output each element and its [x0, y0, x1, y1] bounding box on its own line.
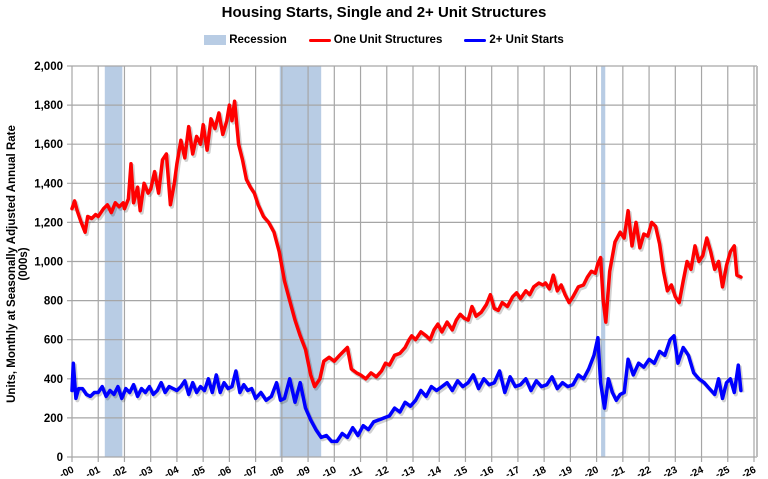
- legend: Recession One Unit Structures 2+ Unit St…: [0, 34, 768, 46]
- legend-label-one-unit: One Unit Structures: [333, 34, 443, 46]
- x-tick-label: -02: [111, 465, 129, 479]
- x-tick-label: -19: [556, 465, 574, 479]
- x-tick-label: -12: [373, 465, 391, 479]
- x-tick-label: -22: [635, 465, 653, 479]
- x-tick-label: -25: [714, 465, 732, 479]
- legend-swatch-multi-unit: [464, 38, 487, 42]
- x-tick-label: -11: [347, 465, 365, 479]
- y-tick-label: 200: [44, 413, 63, 425]
- x-tick-label: -14: [425, 465, 443, 479]
- legend-item-recession: Recession: [204, 34, 287, 46]
- x-tick-label: -04: [163, 465, 181, 479]
- y-tick-label: 2,000: [34, 61, 63, 73]
- y-tick-label: 1,200: [34, 217, 63, 229]
- x-tick-label: -08: [268, 465, 286, 479]
- y-tick-label: 1,800: [34, 100, 63, 112]
- legend-label-multi-unit: 2+ Unit Starts: [489, 34, 564, 46]
- x-tick-label: -13: [399, 465, 417, 479]
- x-tick-label: -17: [504, 465, 522, 479]
- x-tick-label: -23: [661, 465, 679, 479]
- x-tick-label: -21: [609, 465, 627, 479]
- x-tick-label: -03: [137, 465, 155, 479]
- y-tick-label: 0: [57, 452, 63, 464]
- y-tick-label: 1,600: [34, 139, 63, 151]
- legend-item-multi-unit: 2+ Unit Starts: [464, 34, 564, 46]
- x-tick-label: -15: [452, 465, 470, 479]
- x-tick-label: -00: [58, 465, 76, 479]
- x-tick-label: -16: [478, 465, 496, 479]
- y-tick-label: 400: [44, 374, 63, 386]
- series-one-unit-line: [70, 99, 743, 389]
- series-multi-unit-line: [70, 334, 743, 444]
- x-tick-label: -26: [740, 465, 758, 479]
- x-tick-label: -01: [84, 465, 102, 479]
- x-tick-label: -20: [583, 465, 601, 479]
- x-tick-label: -07: [242, 465, 260, 479]
- x-tick-label: -06: [215, 465, 233, 479]
- y-tick-label: 1,000: [34, 257, 63, 269]
- legend-item-one-unit: One Unit Structures: [308, 34, 443, 46]
- chart-title: Housing Starts, Single and 2+ Unit Struc…: [221, 4, 547, 21]
- x-tick-label: -05: [189, 465, 207, 479]
- x-tick-label: -24: [688, 465, 706, 479]
- legend-swatch-recession: [204, 35, 227, 45]
- legend-label-recession: Recession: [229, 34, 287, 46]
- x-tick-label: -09: [294, 465, 312, 479]
- y-tick-label: 800: [44, 296, 63, 308]
- x-tick-label: -18: [530, 465, 548, 479]
- legend-swatch-one-unit: [308, 38, 331, 42]
- x-tick-label: -10: [320, 465, 338, 479]
- y-tick-label: 1,400: [34, 178, 63, 190]
- y-tick-label: 600: [44, 335, 63, 347]
